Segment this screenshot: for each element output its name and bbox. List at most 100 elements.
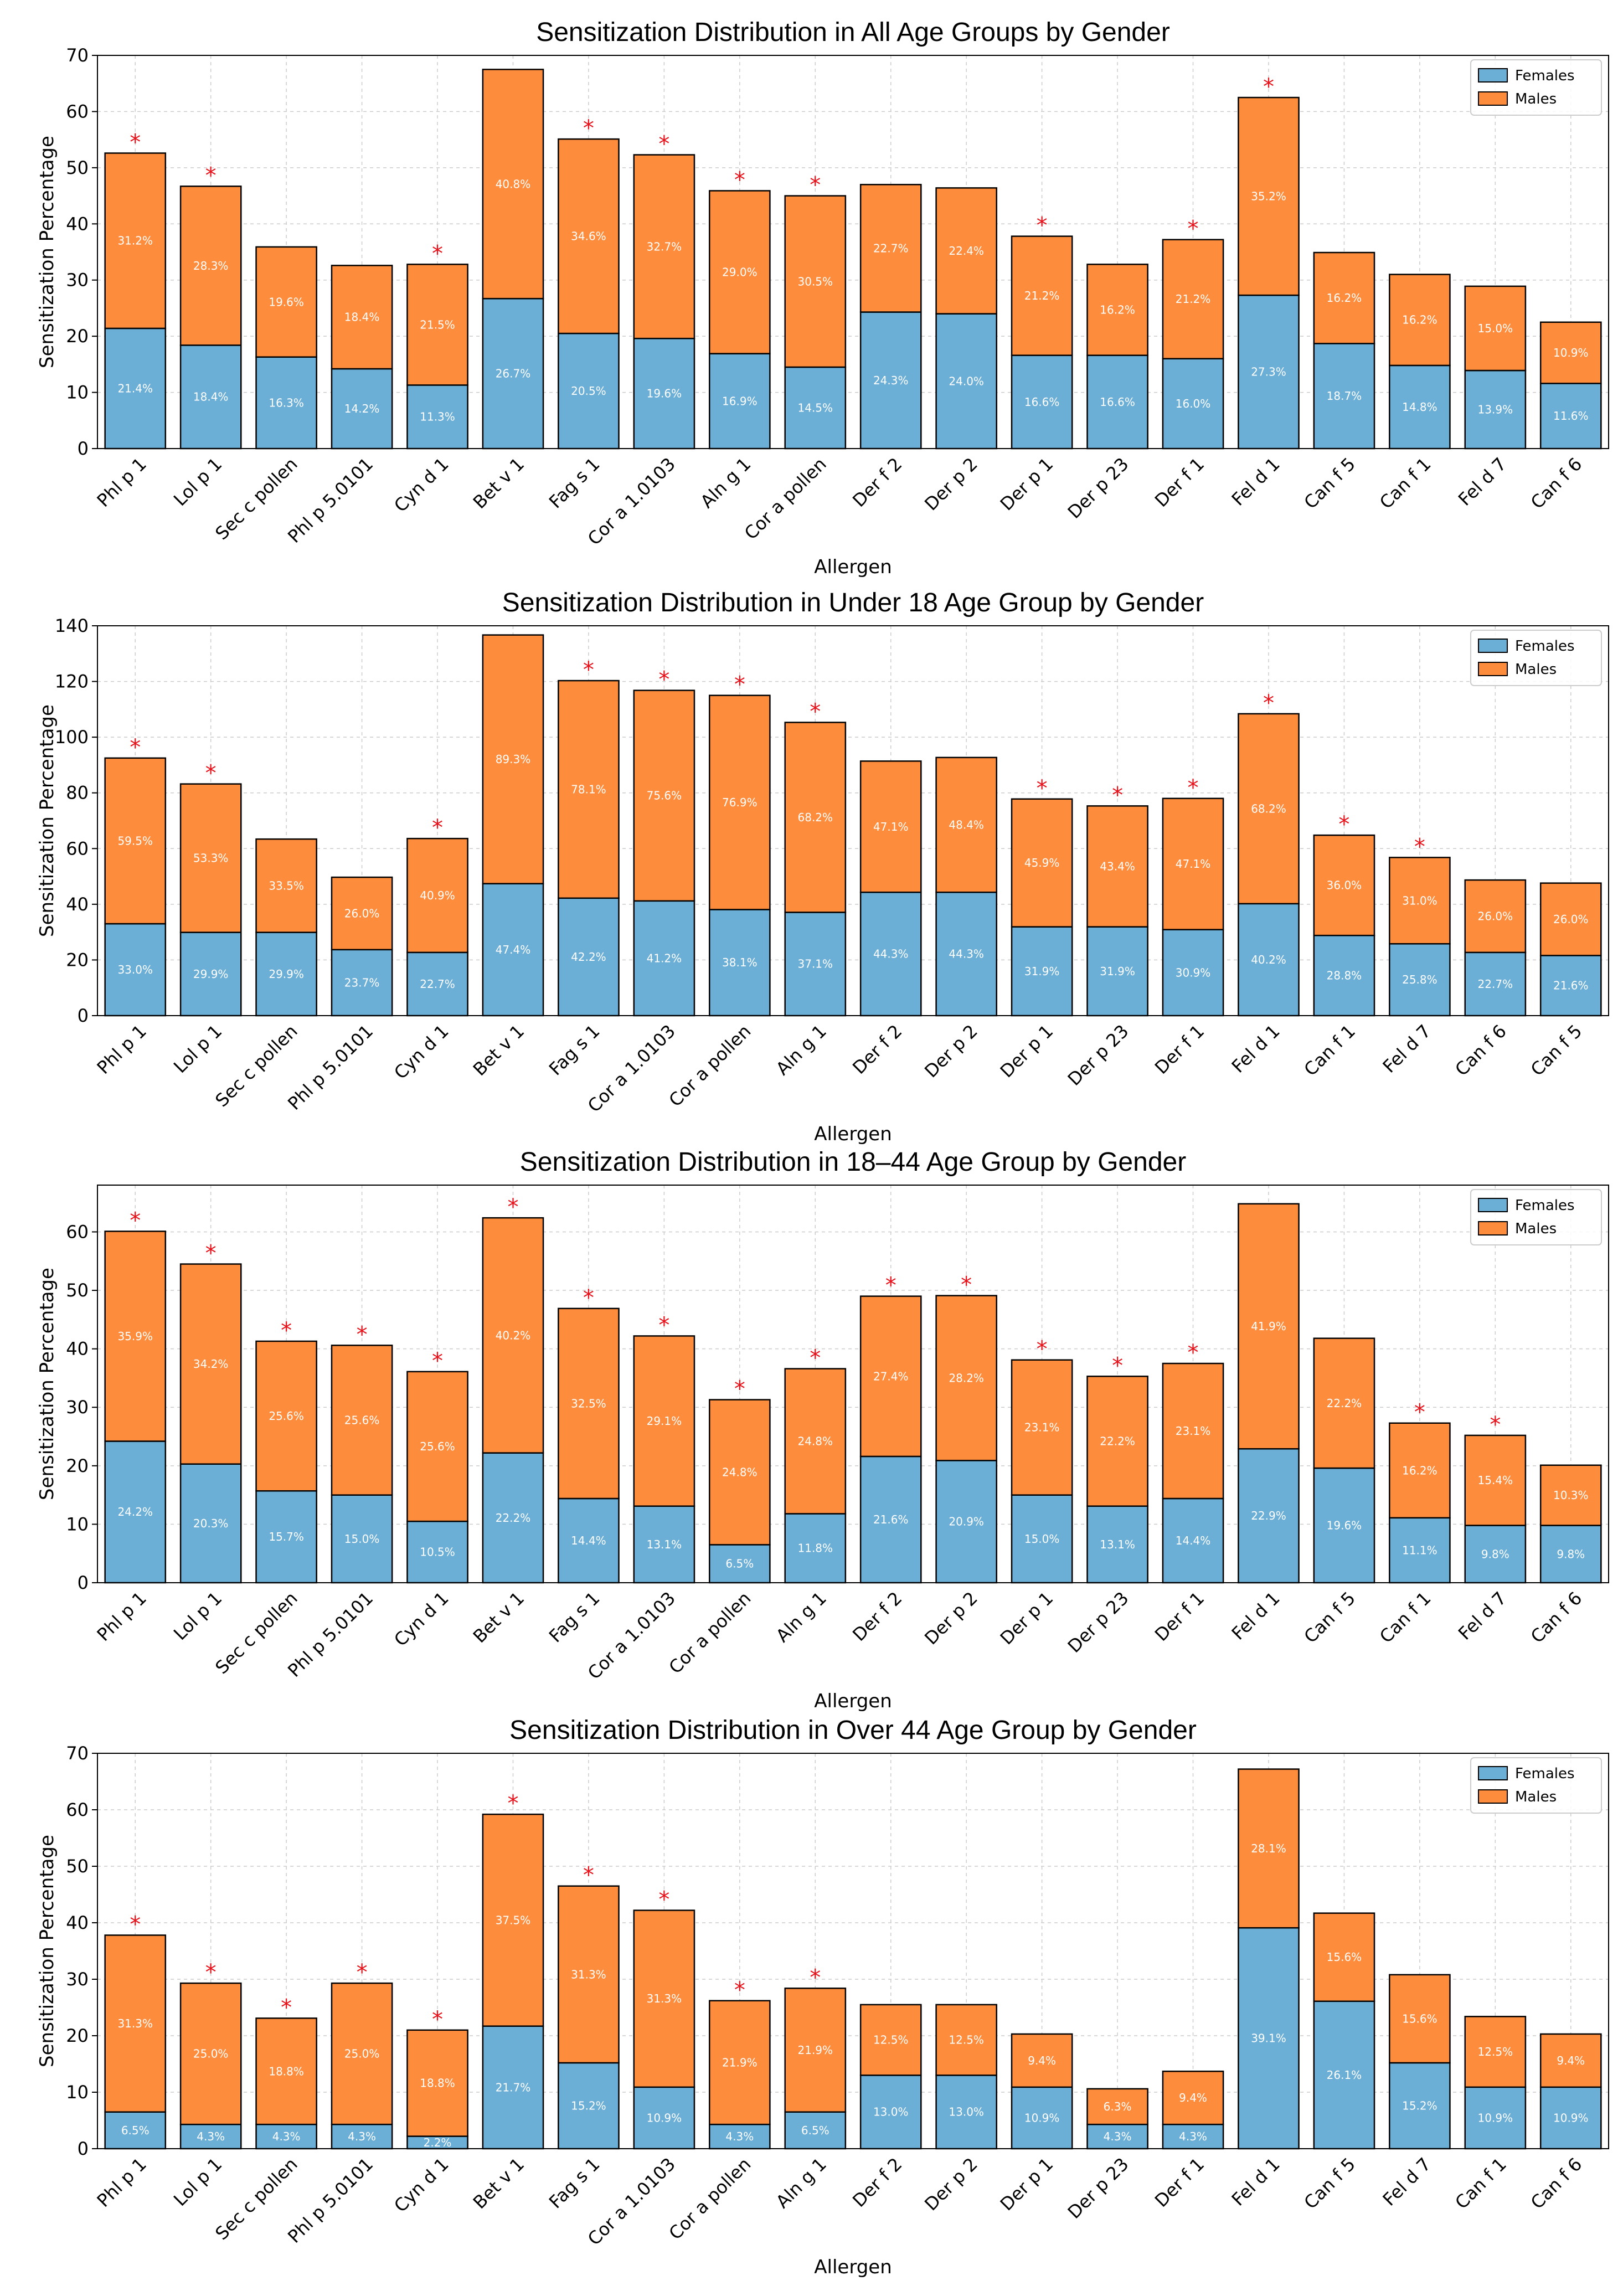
bar-males[interactable] [859,760,922,893]
bar-males[interactable] [179,1982,242,2125]
bar-males[interactable] [1162,797,1224,930]
bar-males[interactable] [331,1982,393,2125]
bar-females[interactable] [633,900,695,1017]
bar-males[interactable] [859,184,922,313]
bar-females[interactable] [1389,364,1451,450]
bar-females[interactable] [1162,929,1224,1017]
bar-males[interactable] [406,837,468,954]
bar-females[interactable] [1238,1927,1300,2150]
bar-females[interactable] [784,1513,847,1584]
bar-males[interactable] [1313,251,1375,344]
bar-males[interactable] [255,838,317,933]
bar-males[interactable] [406,264,468,386]
bar-females[interactable] [1162,358,1224,450]
bar-males[interactable] [1389,1422,1451,1519]
bar-males[interactable] [708,694,771,910]
bar-males[interactable] [1011,235,1073,356]
bar-males[interactable] [1086,1376,1148,1507]
bar-males[interactable] [1086,805,1148,928]
bar-males[interactable] [406,2029,468,2137]
bar-males[interactable] [633,1909,695,2088]
bar-females[interactable] [1086,1505,1148,1584]
bar-males[interactable] [255,2017,317,2125]
bar-males[interactable] [1011,798,1073,928]
bar-males[interactable] [1464,1434,1527,1526]
bar-females[interactable] [1313,343,1375,450]
bar-females[interactable] [104,1440,167,1584]
bar-males[interactable] [935,2004,998,2076]
bar-males[interactable] [104,1934,167,2113]
bar-females[interactable] [633,337,695,450]
bar-females[interactable] [1539,383,1602,450]
bar-males[interactable] [1464,2016,1527,2088]
bar-males[interactable] [482,1813,544,2027]
bar-males[interactable] [1539,882,1602,956]
bar-males[interactable] [482,1217,544,1454]
bar-males[interactable] [255,246,317,358]
bar-females[interactable] [1464,369,1527,450]
bar-males[interactable] [1238,1203,1300,1450]
bar-males[interactable] [558,138,620,334]
bar-males[interactable] [179,783,242,933]
bar-females[interactable] [1011,1494,1073,1584]
bar-males[interactable] [708,190,771,354]
bar-males[interactable] [104,1231,167,1442]
bar-males[interactable] [482,634,544,884]
bar-females[interactable] [708,2123,771,2150]
bar-females[interactable] [1389,2062,1451,2150]
bar-males[interactable] [859,1295,922,1458]
bar-males[interactable] [1464,879,1527,954]
bar-females[interactable] [784,366,847,450]
bar-females[interactable] [1238,1448,1300,1584]
bar-females[interactable] [179,344,242,450]
bar-females[interactable] [1313,2000,1375,2150]
bar-females[interactable] [255,2123,317,2150]
bar-females[interactable] [1238,903,1300,1017]
bar-males[interactable] [1539,321,1602,384]
bar-males[interactable] [406,1371,468,1522]
bar-males[interactable] [859,2004,922,2076]
bar-males[interactable] [558,679,620,899]
bar-males[interactable] [784,722,847,913]
bar-males[interactable] [708,2000,771,2125]
bar-males[interactable] [935,187,998,315]
bar-females[interactable] [708,909,771,1017]
bar-females[interactable] [1162,1497,1224,1584]
bar-females[interactable] [179,1463,242,1584]
bar-females[interactable] [1539,2086,1602,2150]
bar-males[interactable] [558,1307,620,1500]
bar-females[interactable] [331,368,393,450]
bar-males[interactable] [708,1399,771,1546]
bar-males[interactable] [1464,285,1527,372]
bar-males[interactable] [1238,96,1300,296]
bar-males[interactable] [633,689,695,902]
bar-males[interactable] [104,152,167,330]
bar-males[interactable] [104,757,167,925]
bar-males[interactable] [179,186,242,346]
bar-males[interactable] [1313,1912,1375,2002]
bar-males[interactable] [935,1295,998,1461]
bar-males[interactable] [331,265,393,370]
bar-males[interactable] [1238,713,1300,905]
bar-males[interactable] [558,1885,620,2064]
bar-females[interactable] [255,1490,317,1584]
bar-females[interactable] [558,1497,620,1584]
bar-females[interactable] [859,891,922,1017]
bar-males[interactable] [179,1263,242,1465]
bar-females[interactable] [1539,955,1602,1017]
bar-females[interactable] [633,2086,695,2150]
bar-females[interactable] [255,356,317,450]
bar-females[interactable] [859,311,922,450]
bar-females[interactable] [1086,926,1148,1017]
bar-females[interactable] [406,384,468,450]
bar-females[interactable] [255,931,317,1017]
bar-females[interactable] [708,1544,771,1584]
bar-males[interactable] [1539,1464,1602,1526]
bar-females[interactable] [482,883,544,1017]
bar-males[interactable] [633,1335,695,1507]
bar-females[interactable] [1389,943,1451,1017]
bar-males[interactable] [784,1368,847,1515]
bar-males[interactable] [482,69,544,300]
bar-males[interactable] [1389,274,1451,367]
bar-males[interactable] [633,154,695,339]
